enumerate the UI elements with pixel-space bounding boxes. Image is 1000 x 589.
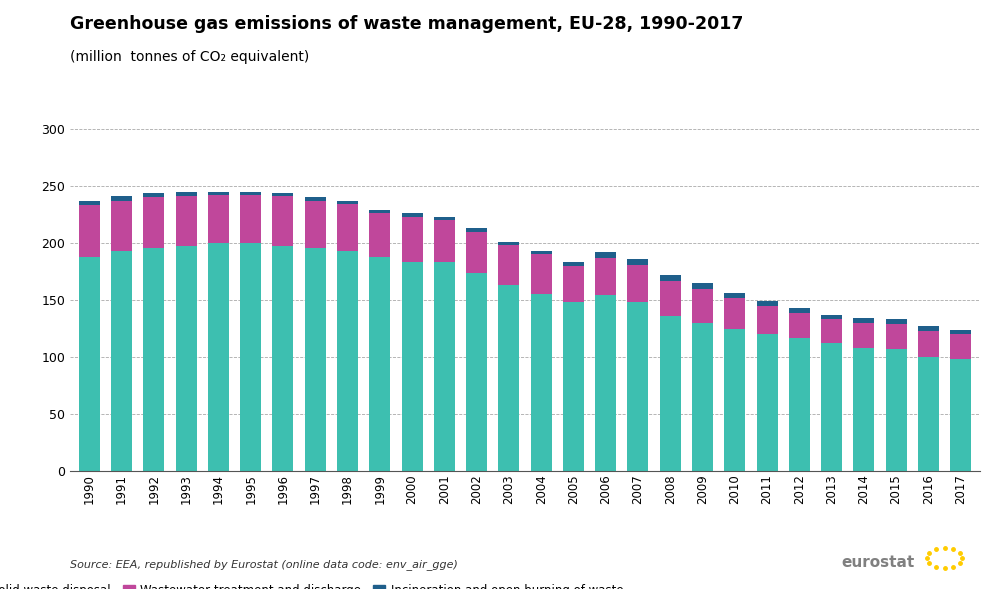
- Text: Greenhouse gas emissions of waste management, EU-28, 1990-2017: Greenhouse gas emissions of waste manage…: [70, 15, 743, 33]
- Bar: [402, 217, 423, 262]
- Bar: [337, 251, 358, 471]
- Bar: [627, 302, 648, 471]
- Bar: [240, 195, 261, 243]
- Bar: [724, 293, 745, 298]
- Text: eurostat: eurostat: [842, 555, 915, 570]
- Bar: [208, 243, 229, 471]
- Bar: [950, 335, 971, 359]
- Bar: [143, 193, 164, 197]
- Bar: [111, 251, 132, 471]
- Bar: [563, 302, 584, 471]
- Bar: [208, 195, 229, 243]
- Bar: [79, 201, 100, 206]
- Bar: [821, 315, 842, 319]
- Bar: [369, 210, 390, 213]
- Bar: [789, 337, 810, 471]
- Bar: [434, 262, 455, 471]
- Bar: [208, 191, 229, 195]
- Bar: [272, 193, 293, 196]
- Bar: [434, 220, 455, 262]
- Bar: [337, 204, 358, 251]
- Bar: [918, 357, 939, 471]
- Bar: [369, 213, 390, 257]
- Bar: [143, 247, 164, 471]
- Bar: [595, 258, 616, 296]
- Bar: [886, 349, 907, 471]
- Bar: [789, 308, 810, 313]
- Bar: [305, 197, 326, 201]
- Bar: [918, 326, 939, 331]
- Bar: [853, 318, 874, 323]
- Bar: [498, 242, 519, 245]
- Bar: [305, 247, 326, 471]
- Bar: [337, 201, 358, 204]
- Legend: Solid waste disposal, Wastewater treatment and discharge, Incineration and open : Solid waste disposal, Wastewater treatme…: [0, 580, 628, 589]
- Bar: [466, 228, 487, 231]
- Bar: [757, 301, 778, 306]
- Bar: [950, 330, 971, 335]
- Text: (million  tonnes of CO₂ equivalent): (million tonnes of CO₂ equivalent): [70, 50, 309, 64]
- Bar: [531, 254, 552, 294]
- Bar: [853, 348, 874, 471]
- Bar: [111, 201, 132, 251]
- Bar: [595, 252, 616, 258]
- Bar: [79, 206, 100, 257]
- Bar: [821, 343, 842, 471]
- Bar: [821, 319, 842, 343]
- Bar: [272, 246, 293, 471]
- Bar: [240, 243, 261, 471]
- Bar: [498, 285, 519, 471]
- Bar: [886, 319, 907, 324]
- Bar: [369, 257, 390, 471]
- Bar: [111, 196, 132, 201]
- Bar: [692, 323, 713, 471]
- Bar: [660, 316, 681, 471]
- Bar: [724, 297, 745, 329]
- Bar: [531, 251, 552, 254]
- Bar: [466, 273, 487, 471]
- Bar: [176, 191, 197, 196]
- Bar: [853, 323, 874, 348]
- Bar: [789, 313, 810, 337]
- Text: Source: EEA, republished by Eurostat (online data code: env_air_gge): Source: EEA, republished by Eurostat (on…: [70, 559, 458, 570]
- Bar: [79, 257, 100, 471]
- Bar: [434, 217, 455, 220]
- Bar: [402, 262, 423, 471]
- Bar: [692, 283, 713, 289]
- Bar: [692, 289, 713, 323]
- Bar: [176, 196, 197, 246]
- Bar: [627, 264, 648, 302]
- Bar: [627, 259, 648, 264]
- Bar: [918, 331, 939, 357]
- Bar: [886, 324, 907, 349]
- Bar: [950, 359, 971, 471]
- Bar: [305, 201, 326, 247]
- Bar: [498, 245, 519, 285]
- Bar: [272, 196, 293, 246]
- Bar: [466, 231, 487, 273]
- Bar: [660, 275, 681, 280]
- Bar: [595, 296, 616, 471]
- Bar: [531, 294, 552, 471]
- Bar: [143, 197, 164, 247]
- Bar: [724, 329, 745, 471]
- Bar: [402, 213, 423, 217]
- Bar: [176, 246, 197, 471]
- Bar: [563, 262, 584, 266]
- Bar: [660, 280, 681, 316]
- Bar: [563, 266, 584, 302]
- Bar: [757, 335, 778, 471]
- Bar: [757, 306, 778, 335]
- Bar: [240, 191, 261, 195]
